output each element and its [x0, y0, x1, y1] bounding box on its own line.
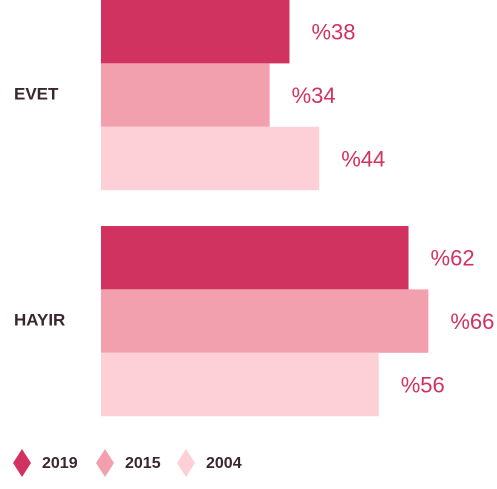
legend-label: 2015: [125, 455, 161, 472]
value-label: %34: [292, 83, 336, 108]
value-label: %62: [431, 246, 475, 271]
bar: [101, 226, 409, 290]
bar: [101, 289, 429, 353]
category-label: HAYIR: [14, 311, 65, 330]
legend-label: 2019: [42, 455, 78, 472]
legend-swatch: [13, 449, 31, 477]
value-label: %56: [401, 372, 445, 397]
bar: [101, 126, 320, 191]
bar: [101, 63, 270, 127]
legend-swatch: [177, 449, 195, 477]
legend-swatch: [96, 449, 114, 477]
bar: [101, 352, 379, 417]
category-label: EVET: [14, 85, 59, 104]
value-label: %66: [450, 309, 494, 334]
value-label: %38: [311, 20, 355, 45]
value-label: %44: [341, 146, 385, 171]
legend-label: 2004: [206, 455, 242, 472]
bar: [101, 0, 290, 64]
